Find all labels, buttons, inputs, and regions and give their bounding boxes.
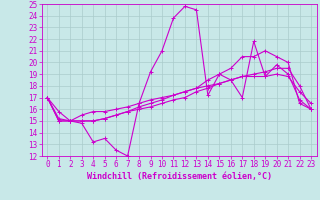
X-axis label: Windchill (Refroidissement éolien,°C): Windchill (Refroidissement éolien,°C)	[87, 172, 272, 181]
